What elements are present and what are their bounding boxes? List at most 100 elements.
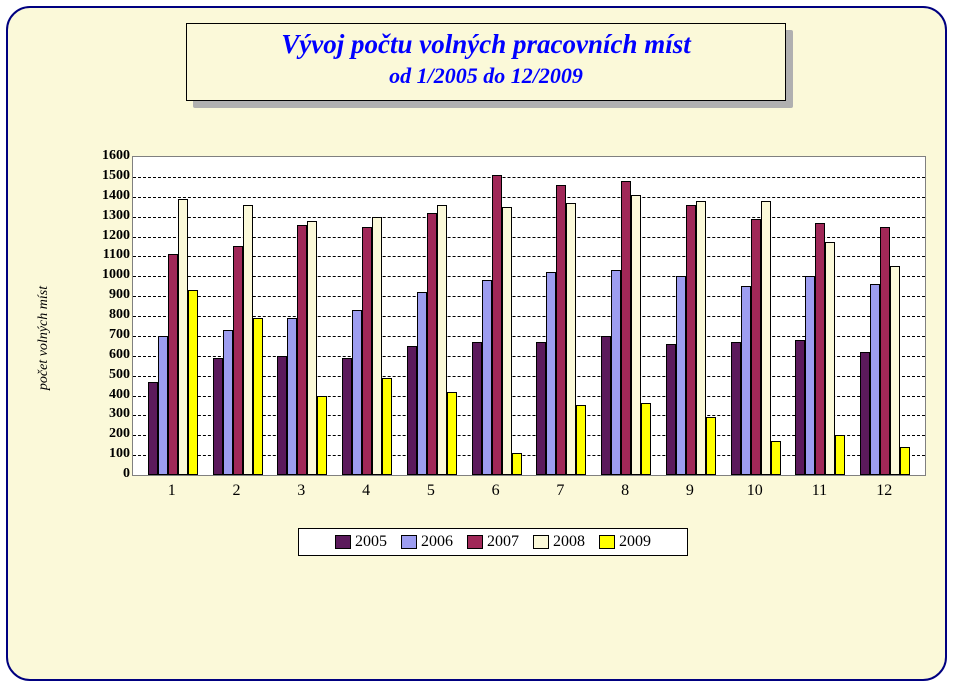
legend-label: 2009 [619, 533, 651, 551]
bar-2009 [900, 447, 910, 475]
bar-2009 [512, 453, 522, 475]
bar-2006 [741, 286, 751, 475]
bar-2006 [870, 284, 880, 475]
legend-label: 2005 [355, 533, 387, 551]
bar-2007 [751, 219, 761, 475]
x-tick-label: 2 [207, 482, 267, 500]
bar-2009 [576, 405, 586, 475]
y-tick-label: 800 [86, 307, 130, 323]
bar-2009 [253, 318, 263, 475]
gridline [133, 197, 925, 198]
bar-2007 [362, 227, 372, 475]
y-tick-label: 1000 [86, 267, 130, 283]
bar-2005 [472, 342, 482, 475]
bar-2009 [641, 403, 651, 475]
bar-2007 [297, 225, 307, 475]
x-tick-label: 6 [466, 482, 526, 500]
bar-2006 [287, 318, 297, 475]
legend-swatch [401, 535, 417, 549]
bar-2005 [213, 358, 223, 475]
legend-item-2007: 2007 [467, 533, 519, 551]
legend-item-2005: 2005 [335, 533, 387, 551]
x-tick-label: 4 [336, 482, 396, 500]
x-tick-label: 10 [725, 482, 785, 500]
x-tick-label: 3 [271, 482, 331, 500]
bar-2007 [427, 213, 437, 475]
y-tick-label: 200 [86, 426, 130, 442]
bar-2006 [805, 276, 815, 475]
bar-2007 [492, 175, 502, 475]
legend-swatch [599, 535, 615, 549]
bar-2008 [890, 266, 900, 475]
x-tick-label: 12 [854, 482, 914, 500]
chart-area: 0100200300400500600700800900100011001200… [86, 156, 926, 496]
legend-item-2006: 2006 [401, 533, 453, 551]
legend-label: 2007 [487, 533, 519, 551]
bar-2008 [437, 205, 447, 475]
bar-2005 [342, 358, 352, 475]
x-tick-label: 8 [595, 482, 655, 500]
bar-2007 [233, 246, 243, 475]
y-tick-label: 0 [86, 466, 130, 482]
legend-item-2009: 2009 [599, 533, 651, 551]
y-tick-label: 1200 [86, 228, 130, 244]
bar-2009 [706, 417, 716, 475]
legend-label: 2006 [421, 533, 453, 551]
bar-2005 [407, 346, 417, 475]
bar-2005 [795, 340, 805, 475]
bar-2006 [482, 280, 492, 475]
y-tick-label: 700 [86, 327, 130, 343]
plot-area [132, 156, 926, 476]
bar-2009 [835, 435, 845, 475]
legend-label: 2008 [553, 533, 585, 551]
bar-2005 [731, 342, 741, 475]
bar-2005 [666, 344, 676, 475]
y-tick-label: 1100 [86, 247, 130, 263]
bar-2009 [447, 392, 457, 475]
title-box: Vývoj počtu volných pracovních míst od 1… [186, 23, 786, 101]
bar-2009 [188, 290, 198, 475]
title-line1: Vývoj počtu volných pracovních míst [187, 28, 785, 62]
bar-2008 [372, 217, 382, 475]
bar-2008 [825, 242, 835, 475]
title-line2: od 1/2005 do 12/2009 [187, 62, 785, 90]
legend-item-2008: 2008 [533, 533, 585, 551]
y-tick-label: 1400 [86, 188, 130, 204]
bar-2007 [880, 227, 890, 475]
bar-2005 [536, 342, 546, 475]
x-tick-label: 7 [530, 482, 590, 500]
bar-2007 [815, 223, 825, 475]
legend-swatch [335, 535, 351, 549]
bar-2005 [601, 336, 611, 475]
bar-2006 [611, 270, 621, 475]
legend-swatch [467, 535, 483, 549]
bar-2006 [676, 276, 686, 475]
bar-2007 [686, 205, 696, 475]
bar-2008 [178, 199, 188, 475]
y-tick-label: 900 [86, 287, 130, 303]
bar-2008 [307, 221, 317, 475]
bar-2006 [352, 310, 362, 475]
legend-swatch [533, 535, 549, 549]
bar-2006 [158, 336, 168, 475]
bar-2006 [223, 330, 233, 475]
y-tick-label: 100 [86, 446, 130, 462]
y-tick-label: 1300 [86, 208, 130, 224]
bar-2005 [860, 352, 870, 475]
y-tick-label: 1600 [86, 148, 130, 164]
legend: 2005 2006 2007 2008 2009 [298, 528, 688, 556]
y-tick-label: 300 [86, 406, 130, 422]
x-tick-label: 9 [660, 482, 720, 500]
y-tick-label: 1500 [86, 168, 130, 184]
x-tick-label: 1 [142, 482, 202, 500]
bar-2008 [696, 201, 706, 475]
bar-2009 [317, 396, 327, 476]
bar-2009 [771, 441, 781, 475]
bar-2006 [417, 292, 427, 475]
x-tick-label: 11 [789, 482, 849, 500]
bar-2008 [243, 205, 253, 475]
y-tick-label: 500 [86, 367, 130, 383]
bar-2006 [546, 272, 556, 475]
chart-frame: Vývoj počtu volných pracovních míst od 1… [6, 6, 947, 681]
bar-2008 [761, 201, 771, 475]
